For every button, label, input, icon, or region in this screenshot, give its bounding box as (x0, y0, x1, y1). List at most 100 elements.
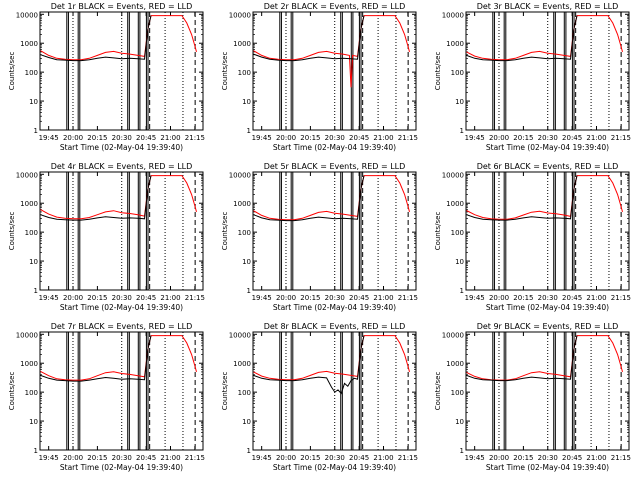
panel-title: Det 3r BLACK = Events, RED = LLD (477, 2, 619, 11)
series-line-events (40, 15, 152, 62)
y-tick-label: 1000 (233, 200, 251, 208)
x-tick-label: 20:00 (489, 454, 509, 462)
x-tick-label: 19:45 (465, 134, 485, 142)
x-tick-label: 20:15 (300, 134, 320, 142)
y-axis-label: Counts/sec (434, 212, 442, 251)
marker-lines (66, 12, 196, 130)
y-tick-label: 100 (238, 69, 251, 77)
x-tick-label: 21:15 (611, 294, 631, 302)
series-group (40, 175, 197, 221)
y-tick-label: 100 (238, 389, 251, 397)
y-tick-label: 10000 (16, 11, 38, 19)
y-tick-label: 1 (247, 287, 251, 295)
plot-frame (39, 171, 204, 291)
x-tick-label: 19:45 (252, 454, 272, 462)
marker-lines (492, 12, 622, 130)
series-group (466, 15, 623, 62)
y-axis-label: Counts/sec (8, 372, 16, 411)
y-tick-label: 100 (25, 389, 38, 397)
y-tick-label: 1 (247, 447, 251, 455)
x-tick-label: 21:15 (611, 134, 631, 142)
panel-2: Det 2r BLACK = Events, RED = LLD 1 10 100 10… (221, 2, 418, 152)
series-group (466, 335, 623, 382)
y-tick-label: 100 (25, 229, 38, 237)
series-line-events (466, 175, 578, 221)
panel-3: Det 3r BLACK = Events, RED = LLD 1 10 100 10… (434, 2, 631, 152)
x-tick-label: 20:30 (538, 454, 558, 462)
x-tick-label: 20:00 (63, 134, 83, 142)
marker-lines (66, 332, 196, 450)
x-tick-label: 20:15 (87, 134, 107, 142)
panel-7: Det 7r BLACK = Events, RED = LLD 1 10 100 10… (8, 322, 205, 472)
x-axis-label: Start Time (02-May-04 19:39:40) (60, 303, 183, 312)
x-tick-label: 20:00 (63, 294, 83, 302)
y-tick-label: 100 (451, 389, 464, 397)
x-tick-label: 20:15 (513, 454, 533, 462)
x-tick-label: 21:15 (398, 134, 418, 142)
y-tick-label: 100 (451, 69, 464, 77)
y-tick-label: 100 (238, 229, 251, 237)
y-tick-label: 100 (451, 229, 464, 237)
x-tick-label: 21:15 (185, 294, 205, 302)
x-tick-label: 19:45 (252, 134, 272, 142)
panel-4: Det 4r BLACK = Events, RED = LLD 1 10 100 10… (8, 162, 205, 312)
series-group (466, 175, 623, 221)
x-tick-label: 19:45 (39, 454, 59, 462)
y-tick-label: 1 (460, 287, 464, 295)
panel-title: Det 6r BLACK = Events, RED = LLD (477, 162, 619, 171)
y-axis-label: Counts/sec (221, 372, 229, 411)
panel-title: Det 1r BLACK = Events, RED = LLD (51, 2, 193, 11)
marker-lines (66, 172, 196, 290)
x-tick-label: 20:30 (112, 134, 132, 142)
x-axis-label: Start Time (02-May-04 19:39:40) (60, 143, 183, 152)
series-line-events (253, 335, 365, 395)
panel-1: Det 1r BLACK = Events, RED = LLD 1 10 100 10… (8, 2, 205, 152)
y-tick-label: 1 (247, 127, 251, 135)
x-tick-label: 21:15 (398, 454, 418, 462)
marker-lines (492, 332, 622, 450)
marker-lines (279, 332, 409, 450)
x-tick-label: 19:45 (465, 294, 485, 302)
x-axis-label: Start Time (02-May-04 19:39:40) (486, 143, 609, 152)
x-tick-label: 21:15 (185, 134, 205, 142)
x-tick-label: 20:45 (562, 134, 582, 142)
y-tick-label: 1000 (20, 200, 38, 208)
panel-title: Det 5r BLACK = Events, RED = LLD (264, 162, 406, 171)
y-tick-label: 10000 (16, 331, 38, 339)
x-tick-label: 20:00 (276, 454, 296, 462)
plot-frame (39, 331, 204, 451)
x-tick-label: 20:45 (136, 134, 156, 142)
series-line-lld (40, 15, 197, 61)
y-tick-label: 10000 (442, 11, 464, 19)
y-tick-label: 10 (29, 418, 38, 426)
series-line-lld (466, 175, 623, 220)
panel-9: Det 9r BLACK = Events, RED = LLD 1 10 100 10… (434, 322, 631, 472)
panel-8: Det 8r BLACK = Events, RED = LLD 1 10 100 10… (221, 322, 418, 472)
x-tick-label: 20:15 (300, 294, 320, 302)
x-tick-label: 21:00 (373, 454, 393, 462)
x-tick-label: 20:00 (489, 134, 509, 142)
plot-frame (252, 11, 417, 131)
x-tick-label: 21:00 (373, 294, 393, 302)
panel-title: Det 4r BLACK = Events, RED = LLD (51, 162, 193, 171)
y-axis-label: Counts/sec (221, 212, 229, 251)
x-tick-label: 21:00 (586, 294, 606, 302)
panel-title: Det 8r BLACK = Events, RED = LLD (264, 322, 406, 331)
x-tick-label: 20:15 (513, 294, 533, 302)
y-tick-label: 10 (455, 418, 464, 426)
y-tick-label: 10 (29, 258, 38, 266)
x-axis-label: Start Time (02-May-04 19:39:40) (273, 463, 396, 472)
x-tick-label: 19:45 (252, 294, 272, 302)
x-tick-label: 20:15 (87, 294, 107, 302)
y-tick-label: 1000 (20, 360, 38, 368)
x-axis-label: Start Time (02-May-04 19:39:40) (273, 303, 396, 312)
y-axis-label: Counts/sec (221, 52, 229, 91)
plot-frame (465, 11, 630, 131)
panel-title: Det 2r BLACK = Events, RED = LLD (264, 2, 406, 11)
x-tick-label: 20:00 (63, 454, 83, 462)
x-tick-label: 20:30 (112, 294, 132, 302)
x-tick-label: 20:30 (538, 294, 558, 302)
panel-title: Det 7r BLACK = Events, RED = LLD (51, 322, 193, 331)
series-line-lld (253, 15, 410, 88)
